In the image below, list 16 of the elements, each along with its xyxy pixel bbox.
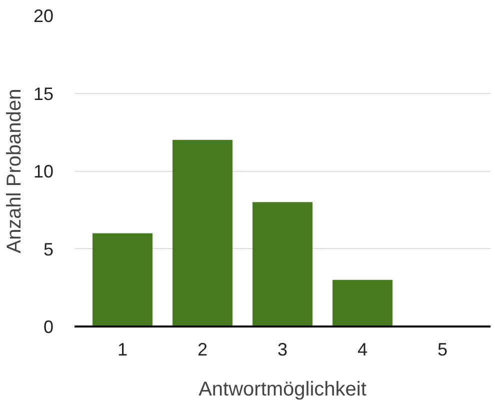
y-tick-label: 0 [43, 317, 54, 337]
y-tick-label: 5 [43, 239, 54, 260]
x-axis-title: Antwortmöglichkeit [198, 378, 367, 400]
x-tick-label: 2 [197, 340, 208, 360]
x-tick-label: 3 [277, 340, 288, 360]
bar [92, 233, 152, 326]
bar [172, 140, 232, 326]
bar [252, 202, 312, 326]
x-tick-label: 5 [437, 340, 448, 360]
y-tick-label: 10 [33, 162, 54, 182]
bar [332, 280, 392, 326]
x-tick-label: 1 [117, 340, 128, 360]
y-tick-label: 15 [33, 84, 54, 104]
x-tick-label: 4 [357, 340, 368, 360]
y-tick-label: 20 [33, 6, 54, 26]
y-axis-title: Anzahl Probanden [3, 88, 26, 254]
